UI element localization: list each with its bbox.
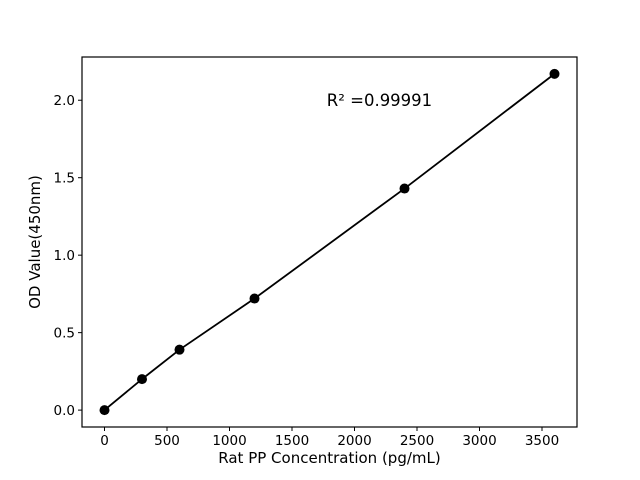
y-tick-label: 1.0 — [54, 248, 75, 264]
data-point — [99, 405, 110, 416]
data-point — [549, 68, 560, 79]
y-axis-label: OD Value(450nm) — [26, 175, 44, 309]
data-point — [137, 374, 147, 385]
data-point — [174, 344, 185, 355]
y-axis-ticks: 0.0 0.5 1.0 1.5 2.0 — [54, 93, 82, 419]
x-tick-label: 3500 — [525, 433, 559, 449]
x-tick-label: 1500 — [275, 433, 309, 449]
x-tick-label: 1000 — [212, 433, 246, 449]
r-squared-annotation: R² =0.99991 — [327, 91, 432, 110]
y-tick-label: 1.5 — [54, 171, 75, 187]
x-tick-label: 500 — [154, 433, 180, 449]
y-tick-label: 2.0 — [54, 93, 75, 109]
x-axis-label: Rat PP Concentration (pg/mL) — [218, 449, 440, 467]
x-axis-ticks: 0 500 1000 1500 2000 2500 3000 3500 — [100, 427, 559, 449]
data-series — [99, 68, 560, 416]
y-tick-label: 0.0 — [54, 403, 75, 419]
x-tick-label: 3000 — [462, 433, 496, 449]
fit-line — [103, 73, 556, 411]
x-tick-label: 0 — [100, 433, 109, 449]
data-point — [249, 293, 260, 304]
data-point — [399, 183, 410, 194]
x-tick-label: 2500 — [400, 433, 434, 449]
y-tick-label: 0.5 — [54, 326, 75, 342]
plot-frame — [81, 56, 578, 428]
x-tick-label: 2000 — [337, 433, 371, 449]
